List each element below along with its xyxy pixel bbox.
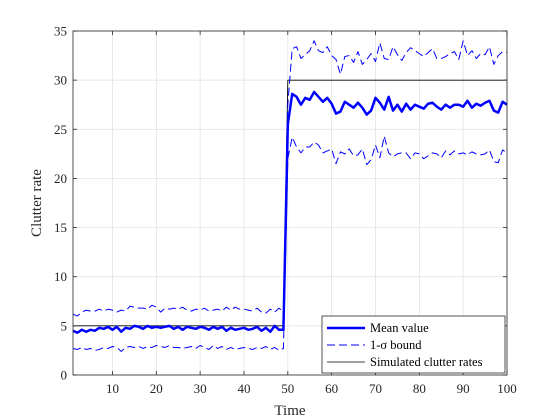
x-tick-label: 90	[457, 381, 470, 396]
x-tick-label: 30	[194, 381, 207, 396]
x-tick-label: 60	[325, 381, 338, 396]
legend-label-bound: 1-σ bound	[370, 338, 422, 352]
x-tick-label: 10	[106, 381, 119, 396]
ticks: 10 20 30 40 50 60 70 80 90 100 0 5 10 15 20 25 30 35	[54, 24, 517, 397]
y-axis-label: Clutter rate	[29, 169, 45, 237]
legend-label-simulated: Simulated clutter rates	[370, 355, 483, 369]
series-line-lower-bound	[72, 135, 508, 352]
y-tick-label: 20	[54, 171, 67, 186]
y-tick-label: 35	[54, 24, 67, 39]
y-tick-label: 0	[61, 368, 68, 383]
legend-label-mean: Mean value	[370, 321, 429, 335]
y-tick-label: 15	[54, 220, 67, 235]
y-tick-label: 10	[54, 269, 67, 284]
x-tick-label: 70	[369, 381, 382, 396]
series-line-mean	[72, 90, 508, 334]
x-tick-label: 40	[237, 381, 250, 396]
x-tick-label: 20	[150, 381, 163, 396]
series-line-upper-bound	[72, 40, 508, 317]
y-tick-label: 30	[54, 73, 67, 88]
x-tick-label: 100	[497, 381, 517, 396]
x-tick-label: 50	[281, 381, 294, 396]
series-layer	[72, 40, 508, 352]
y-tick-label: 25	[54, 122, 67, 137]
y-tick-label: 5	[61, 318, 68, 333]
x-axis-label: Time	[274, 403, 305, 419]
x-tick-label: 80	[413, 381, 426, 396]
plot-frame	[72, 30, 508, 376]
legend: Mean value 1-σ bound Simulated clutter r…	[321, 315, 506, 374]
